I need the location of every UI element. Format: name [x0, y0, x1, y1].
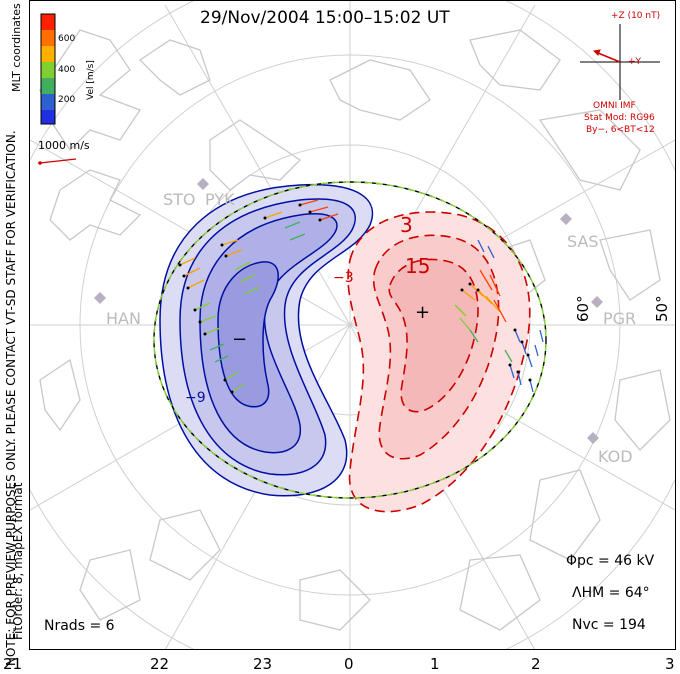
legend-tick-600: 600: [58, 34, 76, 44]
mlt-tick-3: 3: [665, 655, 675, 673]
mlt-tick-0: 0: [344, 655, 354, 673]
mlt-tick-23: 23: [253, 655, 273, 673]
legend-tick-200: 200: [58, 95, 76, 105]
imf-dial: [580, 24, 660, 100]
contour-label-neg9: −9: [185, 390, 206, 406]
station-label-sto: STO: [163, 190, 196, 209]
positive-convection-cell: +: [347, 211, 531, 513]
station-label-pyk: PYK: [205, 190, 235, 209]
velocity-colorbar: [40, 13, 56, 125]
coord-system-label: MLT coordinates: [10, 3, 23, 92]
imf-model: Stat Mod: RG96: [584, 113, 655, 123]
station-label-han: HAN: [106, 309, 141, 328]
velocity-vectors: [179, 199, 544, 393]
imf-condition: By−, 6<BT<12: [586, 125, 655, 135]
fit-order-note: FitOrder: 8, mapEX format: [11, 482, 25, 640]
plot-frame: [29, 0, 676, 650]
lat-label-50: 50°: [653, 295, 671, 322]
contour-label-3: 3: [400, 213, 413, 237]
cross-polar-potential: Φpc = 46 kV: [566, 553, 655, 569]
contour-label-15: 15: [405, 254, 431, 278]
mlt-tick-21: 21: [3, 655, 23, 673]
imf-y-label: +Y: [628, 57, 642, 67]
scale-vector: [38, 158, 77, 165]
mlt-tick-1: 1: [430, 655, 440, 673]
lat-label-60: 60°: [574, 295, 592, 322]
coastlines: [39, 29, 671, 631]
map-title: 29/Nov/2004 15:00–15:02 UT: [200, 8, 450, 28]
svg-text:+: +: [415, 302, 430, 323]
vector-count: Nvc = 194: [572, 617, 646, 633]
mlt-tick-22: 22: [150, 655, 170, 673]
mlt-tick-2: 2: [531, 655, 541, 673]
svg-text:−: −: [232, 329, 247, 350]
station-label-pgr: PGR: [603, 309, 637, 328]
scale-label: 1000 m/s: [38, 139, 90, 152]
legend-unit-label: Vel [m/s]: [86, 60, 96, 100]
station-label-sas: SAS: [567, 232, 599, 251]
imf-source: OMNI IMF: [593, 101, 636, 111]
radar-count: Nrads = 6: [44, 618, 115, 634]
hm-latitude: ΛHM = 64°: [572, 585, 650, 601]
negative-convection-cell: −: [159, 183, 374, 497]
contour-label-neg3: −3: [333, 270, 354, 286]
hm-boundary: [153, 181, 547, 499]
station-label-kod: KOD: [598, 447, 633, 466]
vector-origins: [178, 203, 532, 394]
legend-tick-400: 400: [58, 65, 76, 75]
imf-z-label: +Z (10 nT): [611, 11, 661, 21]
